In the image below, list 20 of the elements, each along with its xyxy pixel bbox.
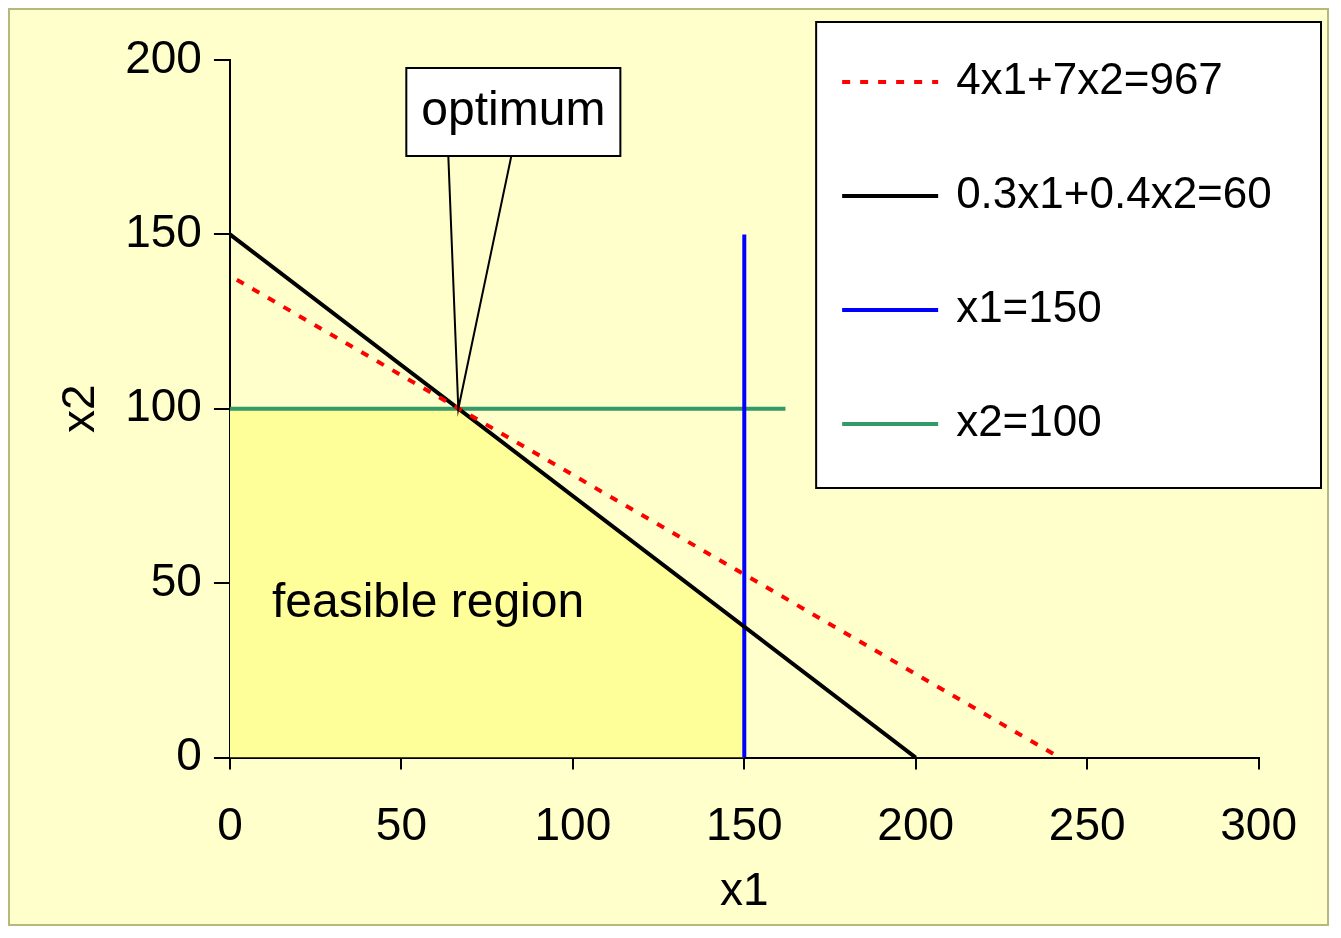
y-tick-label: 150 <box>125 205 202 258</box>
x-tick-label: 50 <box>375 797 427 850</box>
annotation: feasible region <box>271 574 585 628</box>
x-tick-label: 250 <box>1048 797 1126 850</box>
y-tick-label: 0 <box>176 728 202 781</box>
y-tick-label: 100 <box>125 379 202 432</box>
x-tick-label: 150 <box>705 797 783 850</box>
y-axis-title: x2 <box>52 384 105 434</box>
x-axis-title: x1 <box>719 863 769 916</box>
x-tick-label: 100 <box>534 797 612 850</box>
x-tick-label: 300 <box>1220 797 1297 850</box>
legend-label: x1=150 <box>956 282 1102 332</box>
legend-label: x2=100 <box>956 396 1102 446</box>
x-tick-label: 0 <box>217 797 243 850</box>
y-tick-label: 200 <box>125 30 202 83</box>
legend-label: 0.3x1+0.4x2=60 <box>956 168 1272 218</box>
y-tick-label: 50 <box>150 553 202 606</box>
x-tick-label: 200 <box>877 797 955 850</box>
legend-label: 4x1+7x2=967 <box>956 54 1223 104</box>
annotation: optimum <box>421 82 606 136</box>
